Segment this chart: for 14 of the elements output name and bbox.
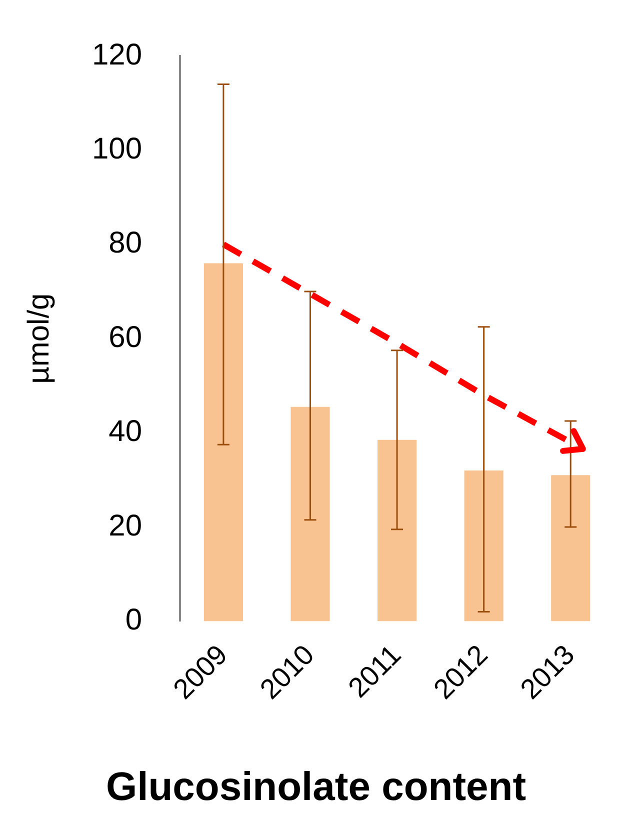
bar [464, 470, 504, 622]
bar [204, 263, 243, 622]
y-tick-label: 20 [108, 509, 142, 542]
y-axis-title: µmol/g [22, 293, 56, 384]
y-tick-label: 0 [125, 603, 142, 636]
y-tick-label: 100 [92, 132, 142, 166]
y-tick-label: 40 [108, 415, 142, 448]
bar [551, 475, 590, 622]
y-tick-label: 80 [108, 226, 142, 260]
y-tick-label: 120 [92, 38, 142, 72]
bar [290, 406, 330, 622]
text: Glucosinolate content [106, 765, 526, 810]
bar [378, 440, 417, 622]
y-tick-label: 60 [108, 320, 142, 354]
